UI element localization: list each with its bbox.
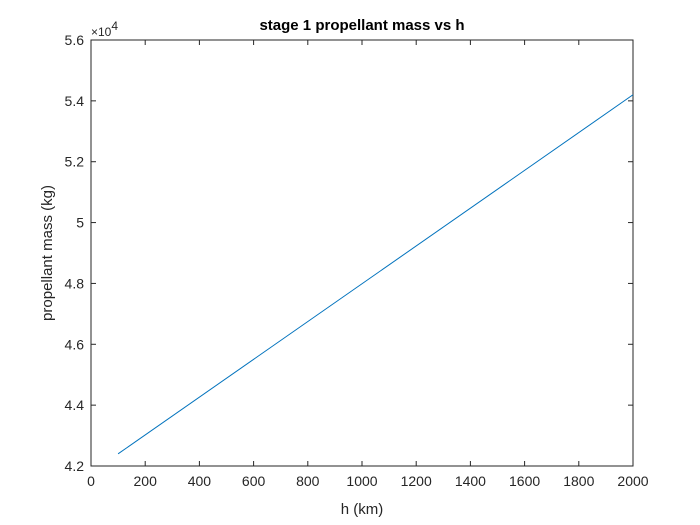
x-tick-label: 800 bbox=[296, 473, 320, 489]
y-multiplier-exponent: 4 bbox=[111, 19, 118, 33]
x-tick-label: 1800 bbox=[563, 473, 594, 489]
x-tick-label: 1600 bbox=[509, 473, 540, 489]
y-tick-label: 4.8 bbox=[65, 275, 85, 291]
y-tick-label: 5.4 bbox=[65, 93, 85, 109]
plot-area bbox=[90, 39, 634, 467]
x-tick-label: 200 bbox=[134, 473, 158, 489]
x-tick-label: 0 bbox=[87, 473, 95, 489]
y-tick-label: 4.6 bbox=[65, 336, 85, 352]
chart-title: stage 1 propellant mass vs h bbox=[259, 17, 464, 34]
x-tick-label: 600 bbox=[242, 473, 266, 489]
y-tick-label: 5.2 bbox=[65, 154, 85, 170]
series-line bbox=[117, 94, 634, 455]
x-axis-ticks: 0 200 400 600 800 1000 1200 1400 1600 1800 2000 bbox=[87, 40, 649, 489]
y-tick-label: 5.6 bbox=[65, 32, 85, 48]
x-tick-label: 400 bbox=[188, 473, 212, 489]
y-tick-label: 4.4 bbox=[65, 397, 85, 413]
y-multiplier-base: ×10 bbox=[91, 25, 112, 39]
y-tick-label: 5 bbox=[76, 215, 84, 231]
x-tick-label: 1400 bbox=[455, 473, 486, 489]
y-axis-ticks: 4.2 4.4 4.6 4.8 5 5.2 5.4 5.6 bbox=[65, 32, 633, 474]
x-tick-label: 1000 bbox=[346, 473, 377, 489]
x-tick-label: 1200 bbox=[401, 473, 432, 489]
data-series-group bbox=[117, 94, 634, 455]
x-axis-label: h (km) bbox=[341, 501, 384, 518]
y-axis-multiplier: ×104 bbox=[91, 19, 118, 39]
y-tick-label: 4.2 bbox=[65, 458, 85, 474]
x-tick-label: 2000 bbox=[617, 473, 648, 489]
y-axis-label: propellant mass (kg) bbox=[39, 185, 56, 321]
